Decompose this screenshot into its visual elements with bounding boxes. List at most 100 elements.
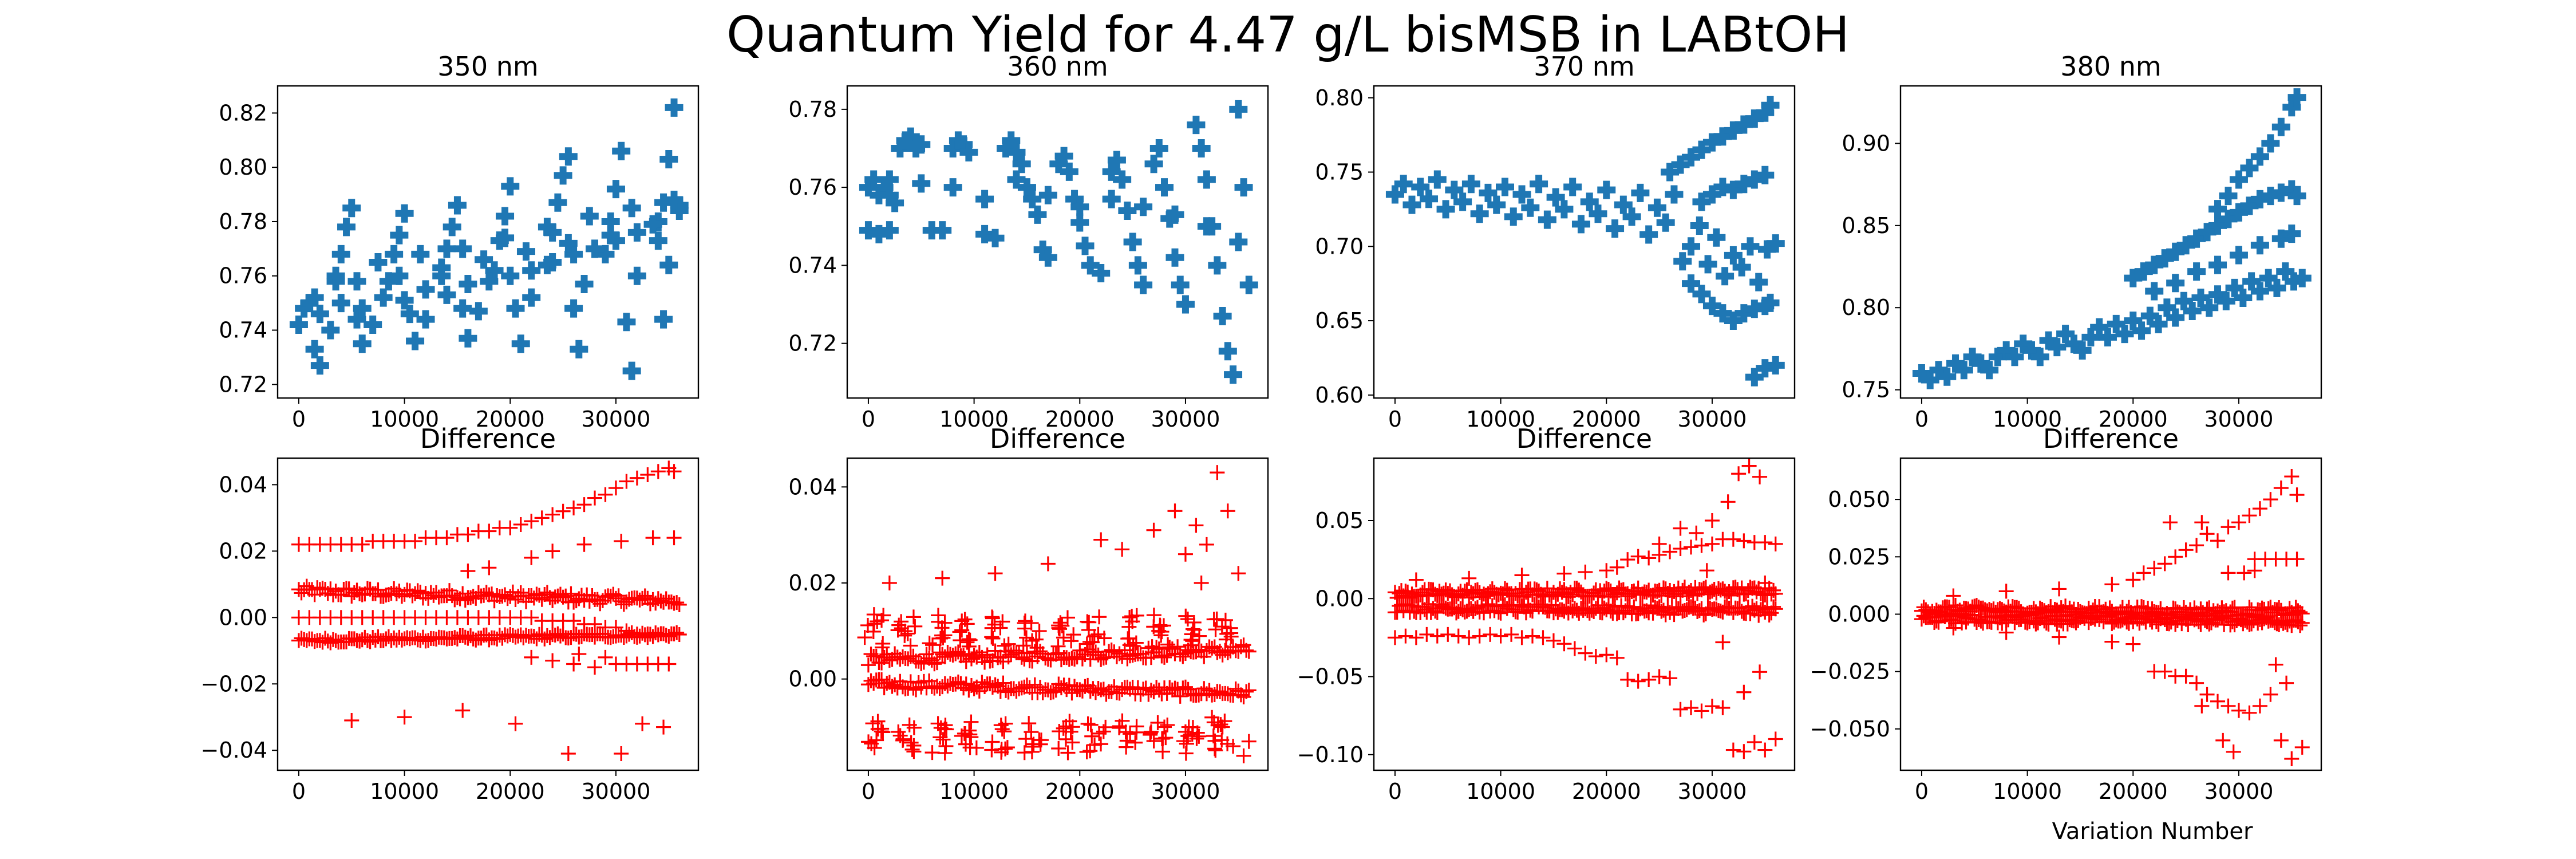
data-point xyxy=(870,224,888,243)
data-point xyxy=(1725,742,1741,758)
data-point xyxy=(1461,630,1477,645)
data-point xyxy=(2176,236,2195,255)
data-point xyxy=(1241,644,1257,659)
data-point xyxy=(1160,637,1176,652)
x-tick-label: 10000 xyxy=(1466,779,1535,804)
data-point xyxy=(1107,151,1126,170)
data-point xyxy=(1713,304,1732,323)
data-point xyxy=(1514,630,1530,645)
data-point xyxy=(880,186,899,204)
y-tick-label: −0.050 xyxy=(1809,716,1890,742)
data-point xyxy=(1411,178,1430,196)
data-point xyxy=(984,620,999,636)
data-point xyxy=(935,732,951,747)
data-point xyxy=(469,302,488,321)
data-point xyxy=(1556,566,1572,581)
data-point xyxy=(608,620,623,635)
data-point xyxy=(1208,622,1223,637)
data-point xyxy=(614,746,629,762)
data-point xyxy=(2166,242,2185,261)
data-point xyxy=(1002,131,1021,150)
data-point xyxy=(665,191,683,210)
data-point xyxy=(513,517,528,532)
data-point xyxy=(627,223,646,242)
data-point xyxy=(1165,205,1184,224)
data-point xyxy=(587,660,603,675)
data-point xyxy=(331,294,350,313)
data-point xyxy=(576,537,592,552)
data-point xyxy=(1630,549,1646,564)
data-point xyxy=(1535,630,1551,645)
data-point xyxy=(669,595,685,610)
data-point xyxy=(1652,669,1667,684)
data-point xyxy=(1639,225,1658,244)
data-point xyxy=(408,533,423,549)
data-point xyxy=(1682,274,1701,293)
y-tick-label: −0.05 xyxy=(1297,664,1364,689)
data-point xyxy=(2293,605,2308,620)
data-point xyxy=(2030,348,2049,367)
data-point xyxy=(1093,532,1109,547)
data-point xyxy=(903,638,918,653)
data-point xyxy=(1151,641,1167,657)
data-point xyxy=(1160,718,1175,733)
data-point xyxy=(1087,737,1103,752)
data-point xyxy=(931,608,946,623)
x-tick-label: 20000 xyxy=(1572,407,1641,432)
data-point xyxy=(2287,187,2306,206)
data-point xyxy=(2081,328,2100,346)
data-point xyxy=(1673,521,1688,536)
data-point xyxy=(2199,526,2215,542)
data-point xyxy=(1021,716,1037,731)
data-point xyxy=(1007,143,1026,161)
data-point xyxy=(1684,539,1699,555)
data-point xyxy=(1599,647,1614,663)
data-point xyxy=(566,613,582,629)
data-point xyxy=(522,261,541,280)
axes-frame xyxy=(846,85,1269,399)
subplot-title: Difference xyxy=(2043,423,2179,454)
data-point xyxy=(1609,650,1625,665)
data-point xyxy=(1647,198,1666,217)
data-point xyxy=(650,464,666,479)
data-point xyxy=(1766,356,1785,375)
data-point xyxy=(390,266,409,285)
data-point xyxy=(882,576,897,590)
data-point xyxy=(1040,556,1056,572)
data-point xyxy=(1165,248,1184,267)
data-point xyxy=(1188,518,1204,533)
y-tick-label: 0.02 xyxy=(219,538,267,564)
data-point xyxy=(2250,236,2269,255)
data-point xyxy=(959,616,975,632)
data-point xyxy=(1093,736,1109,752)
data-point xyxy=(2189,538,2204,553)
data-point xyxy=(1614,195,1633,214)
data-point xyxy=(560,746,576,762)
x-tick-label: 20000 xyxy=(1045,407,1115,432)
data-point xyxy=(922,636,937,651)
data-point xyxy=(1429,605,1445,620)
data-point xyxy=(559,234,578,253)
data-point xyxy=(2107,314,2125,333)
data-point xyxy=(1156,618,1171,633)
data-point xyxy=(1018,731,1034,747)
data-point xyxy=(496,228,515,247)
data-point xyxy=(1050,639,1066,654)
data-point xyxy=(459,274,477,293)
data-point xyxy=(559,147,578,166)
data-point xyxy=(538,218,556,237)
data-point xyxy=(2242,705,2257,720)
data-point xyxy=(448,196,467,215)
subplot-title: 380 nm xyxy=(2060,51,2161,82)
data-point xyxy=(439,530,455,546)
data-point xyxy=(310,356,329,375)
data-point xyxy=(906,720,922,735)
data-point xyxy=(1468,601,1483,617)
data-point xyxy=(1076,237,1095,255)
data-point xyxy=(903,735,919,750)
data-point xyxy=(669,625,685,640)
y-tick-label: 0.78 xyxy=(219,209,267,234)
data-point xyxy=(1394,175,1413,194)
x-axis-label: Variation Number xyxy=(2052,818,2253,845)
data-point xyxy=(543,253,562,272)
